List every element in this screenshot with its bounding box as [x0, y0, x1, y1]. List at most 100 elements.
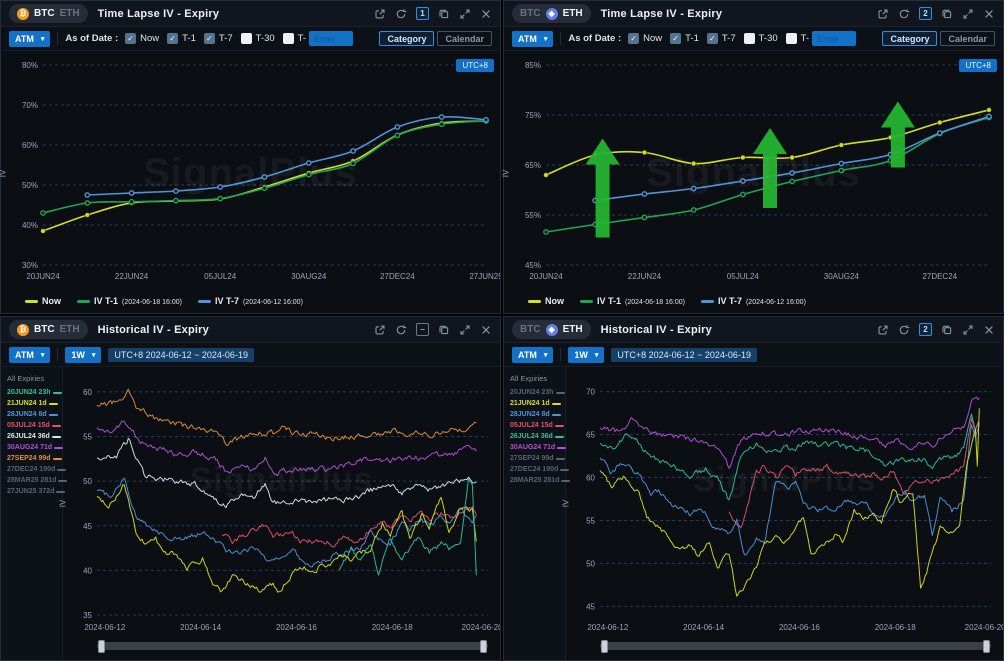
scrollbar-handle-right[interactable]	[983, 639, 990, 653]
external-link-icon[interactable]	[374, 8, 386, 20]
legend-swatch	[580, 299, 593, 303]
atm-dropdown[interactable]: ATM ▾	[512, 346, 554, 363]
historical-chart-canvas[interactable]: 45 50 55 60 65 70 2024-06-12 2024-06-14 2024-06-…	[566, 367, 1003, 639]
coin-eth-tab[interactable]: ETH	[562, 324, 583, 335]
fullscreen-icon[interactable]	[962, 324, 974, 336]
coin-btc-tab[interactable]: BTC	[520, 8, 541, 19]
atm-dropdown[interactable]: ATM ▾	[512, 30, 554, 47]
timeframe-dropdown[interactable]: 1W ▾	[65, 346, 102, 363]
expiry-item[interactable]: 21JUN24 1d	[1, 398, 62, 409]
date-range-chip[interactable]: UTC+8 2024-06-12 ~ 2024-06-19	[108, 347, 254, 362]
checkbox-t-[interactable]: T-	[785, 33, 809, 44]
coin-eth-tab[interactable]: ETH	[59, 8, 80, 19]
external-link-icon[interactable]	[877, 8, 889, 20]
svg-text:2024-06-18: 2024-06-18	[372, 623, 413, 632]
svg-text:50%: 50%	[22, 181, 38, 190]
collapse-icon[interactable]: −	[416, 323, 429, 336]
legend-item[interactable]: IV T-1 (2024-06-18 16:00)	[77, 296, 182, 306]
coin-btc-tab[interactable]: BTC	[34, 324, 55, 335]
expiry-item[interactable]: 27JUN25 372d	[1, 486, 66, 497]
coin-btc-tab[interactable]: BTC	[34, 8, 55, 19]
expiry-item[interactable]: 27SEP24 99d	[1, 453, 62, 464]
expiry-item[interactable]: 28MAR25 281d	[504, 475, 571, 486]
expiry-item[interactable]: 26JUL24 36d	[1, 431, 62, 442]
duplicate-icon[interactable]	[941, 324, 953, 336]
close-icon[interactable]	[983, 324, 995, 336]
legend-item[interactable]: Now	[528, 296, 564, 306]
btc-icon: ₿	[17, 323, 29, 336]
checkbox-t-1[interactable]: ✓ T-1	[167, 33, 196, 44]
expiry-list-header: All Expiries	[7, 374, 45, 383]
date-range-chip[interactable]: UTC+8 2024-06-12 ~ 2024-06-19	[611, 347, 757, 362]
checkbox-t-[interactable]: T-	[282, 33, 306, 44]
fullscreen-icon[interactable]	[459, 324, 471, 336]
x-range-scrollbar[interactable]	[97, 639, 488, 653]
chart-area: SignalPlus UTC+8 IV 30% 40% 50% 60% 70% 80% 20…	[0, 51, 500, 313]
coin-btc-tab[interactable]: BTC	[520, 324, 541, 335]
expiry-item[interactable]: 28MAR25 281d	[1, 475, 68, 486]
close-icon[interactable]	[480, 324, 492, 336]
legend-item[interactable]: Now	[25, 296, 61, 306]
window-number-badge[interactable]: 1	[416, 7, 429, 20]
timeframe-dropdown[interactable]: 1W ▾	[568, 346, 605, 363]
historical-chart-canvas[interactable]: 35 40 45 50 55 60 2024-06-12 2024-06-14 2024-06-…	[63, 367, 500, 639]
expiry-item[interactable]: 30AUG24 71d	[1, 442, 64, 453]
fullscreen-icon[interactable]	[962, 8, 974, 20]
expiry-item[interactable]: 21JUN24 1d	[504, 398, 565, 409]
expiry-item[interactable]: 27DEC24 190d	[504, 464, 570, 475]
timelapse-chart-canvas[interactable]: 45% 55% 65% 75% 85% 20JUN24 22JUN24 05JUL24 30AU…	[504, 51, 1003, 289]
scrollbar-handle-right[interactable]	[480, 639, 487, 653]
expiry-item[interactable]: 30AUG24 71d	[504, 442, 567, 453]
custom-t-input[interactable]: Enter	[309, 31, 354, 46]
calendar-button[interactable]: Calendar	[940, 31, 995, 46]
expiry-item[interactable]: 28JUN24 8d	[504, 409, 565, 420]
expiry-item[interactable]: 27SEP24 99d	[504, 453, 565, 464]
x-range-scrollbar[interactable]	[600, 639, 991, 653]
checkbox-t-7[interactable]: ✓ T-7	[203, 33, 233, 44]
checkbox-t-7[interactable]: ✓ T-7	[706, 33, 736, 44]
duplicate-icon[interactable]	[941, 8, 953, 20]
external-link-icon[interactable]	[877, 324, 889, 336]
expiry-item[interactable]: 27DEC24 190d	[1, 464, 67, 475]
panel-title: Historical IV - Expiry	[97, 323, 209, 336]
calendar-button[interactable]: Calendar	[437, 31, 492, 46]
external-link-icon[interactable]	[374, 324, 386, 336]
checkbox-now[interactable]: ✓ Now	[628, 33, 662, 44]
expiry-item[interactable]: 26JUL24 36d	[504, 431, 565, 442]
refresh-icon[interactable]	[898, 8, 910, 20]
expiry-item[interactable]: 20JUN24 23h	[504, 387, 565, 398]
atm-dropdown[interactable]: ATM ▾	[9, 30, 51, 47]
checkbox-t-30[interactable]: T-30	[240, 33, 275, 44]
window-number-badge[interactable]: 2	[919, 7, 932, 20]
expiry-item[interactable]: 20JUN24 23h	[1, 387, 62, 398]
refresh-icon[interactable]	[898, 324, 910, 336]
timelapse-chart-canvas[interactable]: 30% 40% 50% 60% 70% 80% 20JUN24 22JUN24 05JUL24 3…	[1, 51, 500, 289]
refresh-icon[interactable]	[395, 8, 407, 20]
coin-eth-tab[interactable]: ETH	[562, 8, 583, 19]
refresh-icon[interactable]	[395, 324, 407, 336]
expiry-item[interactable]: 05JUL24 15d	[1, 420, 62, 431]
legend-item[interactable]: IV T-7 (2024-06-12 16:00)	[197, 296, 303, 306]
custom-t-input[interactable]: Enter	[812, 31, 857, 46]
legend-item[interactable]: IV T-1 (2024-06-18 16:00)	[580, 296, 685, 306]
category-button[interactable]: Category	[379, 31, 435, 46]
expiry-label: 26JUL24 36d	[7, 433, 50, 440]
scrollbar-handle-left[interactable]	[98, 639, 105, 653]
checkbox-t-1[interactable]: ✓ T-1	[670, 33, 699, 44]
duplicate-icon[interactable]	[438, 324, 450, 336]
coin-toggle: BTC ◆ ETH	[512, 4, 591, 23]
window-number-badge[interactable]: 2	[919, 323, 932, 336]
coin-eth-tab[interactable]: ETH	[59, 324, 80, 335]
duplicate-icon[interactable]	[438, 8, 450, 20]
category-button[interactable]: Category	[882, 31, 938, 46]
legend-item[interactable]: IV T-7 (2024-06-12 16:00)	[700, 296, 806, 306]
expiry-item[interactable]: 28JUN24 8d	[1, 409, 62, 420]
checkbox-t-30[interactable]: T-30	[743, 33, 778, 44]
fullscreen-icon[interactable]	[459, 8, 471, 20]
expiry-item[interactable]: 05JUL24 15d	[504, 420, 565, 431]
checkbox-now[interactable]: ✓ Now	[125, 33, 159, 44]
atm-dropdown[interactable]: ATM ▾	[9, 346, 51, 363]
scrollbar-handle-left[interactable]	[601, 639, 608, 653]
close-icon[interactable]	[480, 8, 492, 20]
close-icon[interactable]	[983, 8, 995, 20]
